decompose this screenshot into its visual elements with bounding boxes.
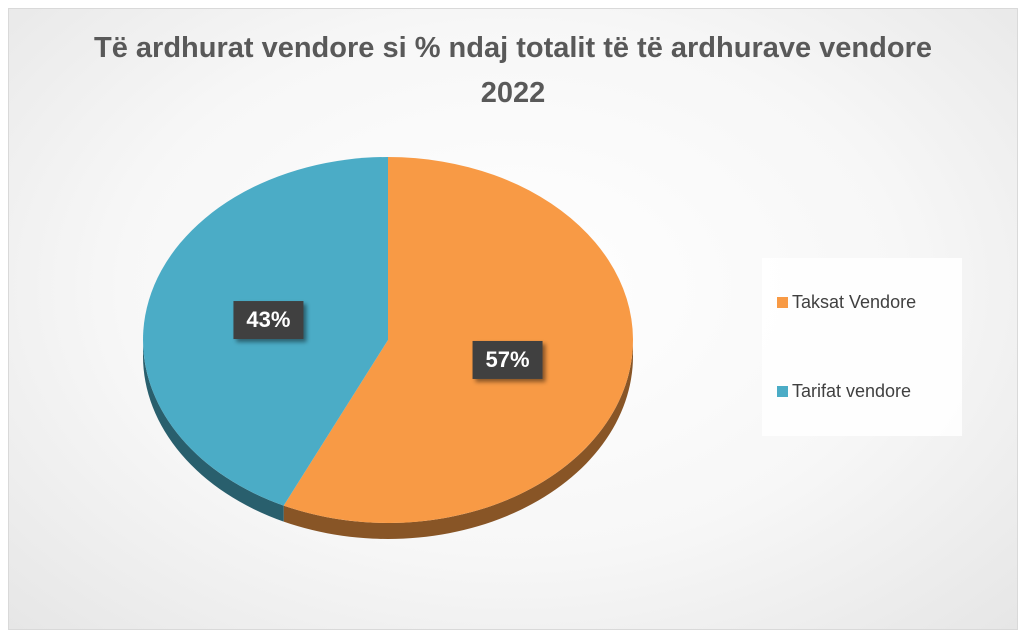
data-label: 43% — [233, 301, 304, 340]
legend-label: Tarifat vendore — [792, 381, 911, 401]
data-label-text: 57% — [486, 347, 530, 372]
slice-side — [283, 340, 633, 539]
legend-box — [762, 258, 962, 436]
legend-swatch — [777, 297, 788, 308]
slice-side — [143, 340, 284, 522]
data-label-box — [472, 340, 543, 379]
data-label-text: 43% — [246, 307, 290, 332]
data-label-box — [233, 301, 304, 340]
data-label: 57% — [472, 340, 543, 379]
chart-title: Të ardhurat vendore si % ndaj totalit të… — [94, 32, 932, 109]
legend-label: Taksat Vendore — [792, 292, 916, 312]
slice — [283, 157, 634, 523]
legend-swatch — [777, 386, 788, 397]
